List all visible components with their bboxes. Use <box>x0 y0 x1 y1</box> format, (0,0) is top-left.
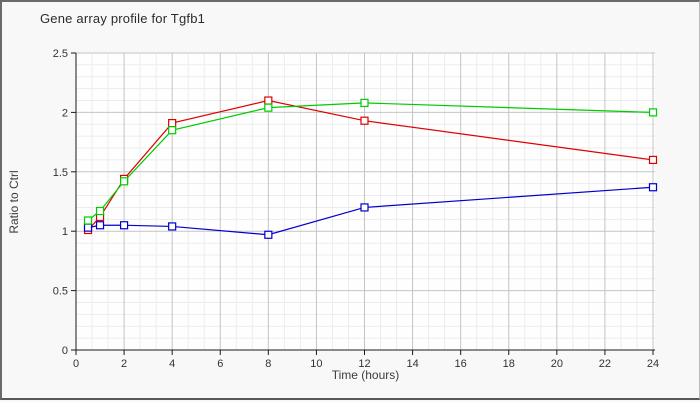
green-series-marker <box>119 177 129 186</box>
blue-series-marker <box>83 223 93 232</box>
x-tick-label: 0 <box>73 358 79 370</box>
green-series-marker <box>83 216 93 225</box>
x-tick-label: 6 <box>217 358 223 370</box>
y-axis-label: Ratio to Ctrl <box>7 170 21 233</box>
red-series-marker <box>360 116 369 125</box>
green-series-marker <box>95 206 105 216</box>
red-series-marker <box>264 96 273 105</box>
chart-title: Gene array profile for Tgfb1 <box>40 11 206 26</box>
blue-series-marker <box>168 222 177 231</box>
x-tick-label: 20 <box>551 358 563 370</box>
y-tick-label: 0 <box>62 345 68 357</box>
green-series-marker <box>264 103 273 112</box>
x-tick-label: 22 <box>599 358 611 370</box>
blue-series-marker <box>95 221 105 230</box>
x-tick-label: 12 <box>358 358 370 370</box>
green-series-marker <box>360 98 369 107</box>
blue-series-marker <box>119 221 129 230</box>
blue-series-marker <box>360 203 369 212</box>
x-tick-label: 16 <box>455 358 467 370</box>
y-tick-label: 2.5 <box>53 48 68 60</box>
y-tick-label: 2 <box>62 107 68 119</box>
y-tick-label: 0.5 <box>53 286 68 298</box>
x-tick-label: 24 <box>647 358 659 370</box>
x-tick-label: 4 <box>169 358 175 370</box>
x-axis-label: Time (hours) <box>331 368 400 382</box>
blue-series-marker <box>264 230 273 239</box>
blue-series-marker <box>648 183 658 192</box>
y-tick-label: 1.5 <box>53 167 68 179</box>
x-tick-label: 18 <box>503 358 515 370</box>
x-tick-label: 8 <box>265 358 271 370</box>
red-series-marker <box>648 155 658 165</box>
red-series-marker <box>168 118 177 128</box>
green-series-marker <box>648 108 658 117</box>
plot-area <box>76 53 655 350</box>
green-series-marker <box>168 126 177 135</box>
x-tick-label: 2 <box>121 358 127 370</box>
x-tick-label: 10 <box>310 358 322 370</box>
y-tick-label: 1 <box>62 226 68 238</box>
x-tick-label: 14 <box>406 358 418 370</box>
